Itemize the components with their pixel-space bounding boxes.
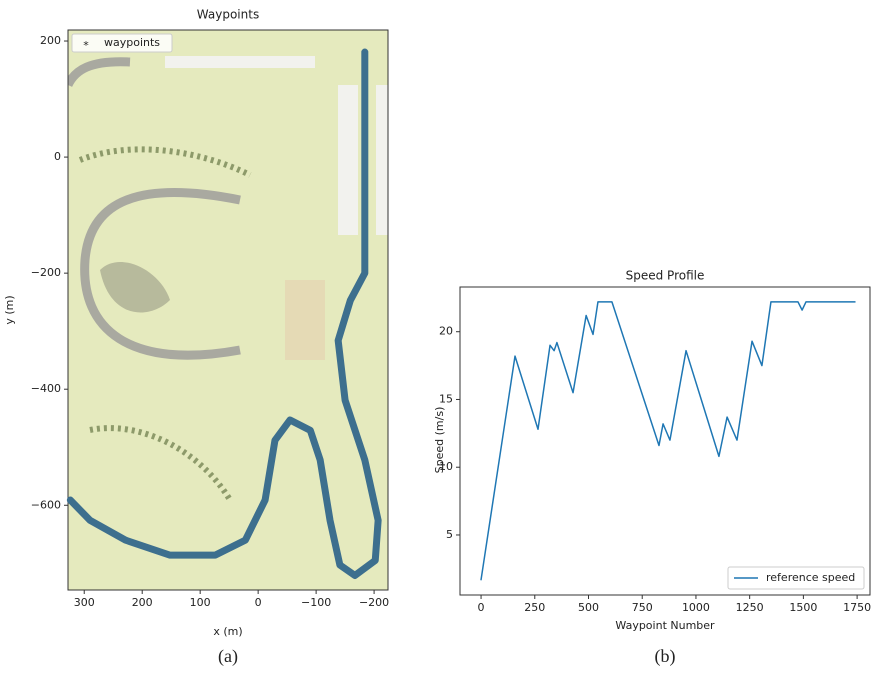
x-tick-label: 300 xyxy=(74,596,95,609)
y-tick-label: −600 xyxy=(31,498,61,511)
chart-title: Speed Profile xyxy=(626,269,705,283)
y-tick-label: 10 xyxy=(439,460,453,473)
legend-marker: * xyxy=(83,39,89,52)
x-tick-label: 200 xyxy=(132,596,153,609)
x-tick-label: 500 xyxy=(578,601,599,614)
y-tick-label: −200 xyxy=(31,266,61,279)
x-tick-label: 100 xyxy=(190,596,211,609)
y-axis-label: y (m) xyxy=(3,295,16,324)
x-tick-label: −200 xyxy=(359,596,389,609)
x-tick-label: 0 xyxy=(255,596,262,609)
x-tick-label: 1000 xyxy=(682,601,710,614)
x-tick-label: 1250 xyxy=(736,601,764,614)
figure: Waypoints x (m) y (m) (a) Speed Profile … xyxy=(0,0,877,671)
chart-title: Waypoints xyxy=(197,8,259,22)
x-axis-label: x (m) xyxy=(213,625,242,638)
x-tick-label: −100 xyxy=(301,596,331,609)
legend-label: reference speed xyxy=(766,571,855,584)
legend-label: waypoints xyxy=(104,36,160,49)
x-axis-label: Waypoint Number xyxy=(615,619,715,632)
y-tick-label: 20 xyxy=(439,325,453,338)
y-tick-label: 200 xyxy=(40,34,61,47)
x-tick-label: 1750 xyxy=(843,601,871,614)
x-tick-label: 750 xyxy=(632,601,653,614)
caption: (b) xyxy=(655,646,676,667)
map-background xyxy=(68,30,390,590)
plot-frame xyxy=(460,287,870,595)
x-tick-label: 250 xyxy=(524,601,545,614)
x-tick-label: 0 xyxy=(478,601,485,614)
y-tick-label: 0 xyxy=(54,150,61,163)
y-tick-label: 15 xyxy=(439,392,453,405)
y-tick-label: 5 xyxy=(446,528,453,541)
caption: (a) xyxy=(218,646,238,667)
y-tick-label: −400 xyxy=(31,382,61,395)
x-tick-label: 1500 xyxy=(789,601,817,614)
series-line xyxy=(481,302,855,580)
